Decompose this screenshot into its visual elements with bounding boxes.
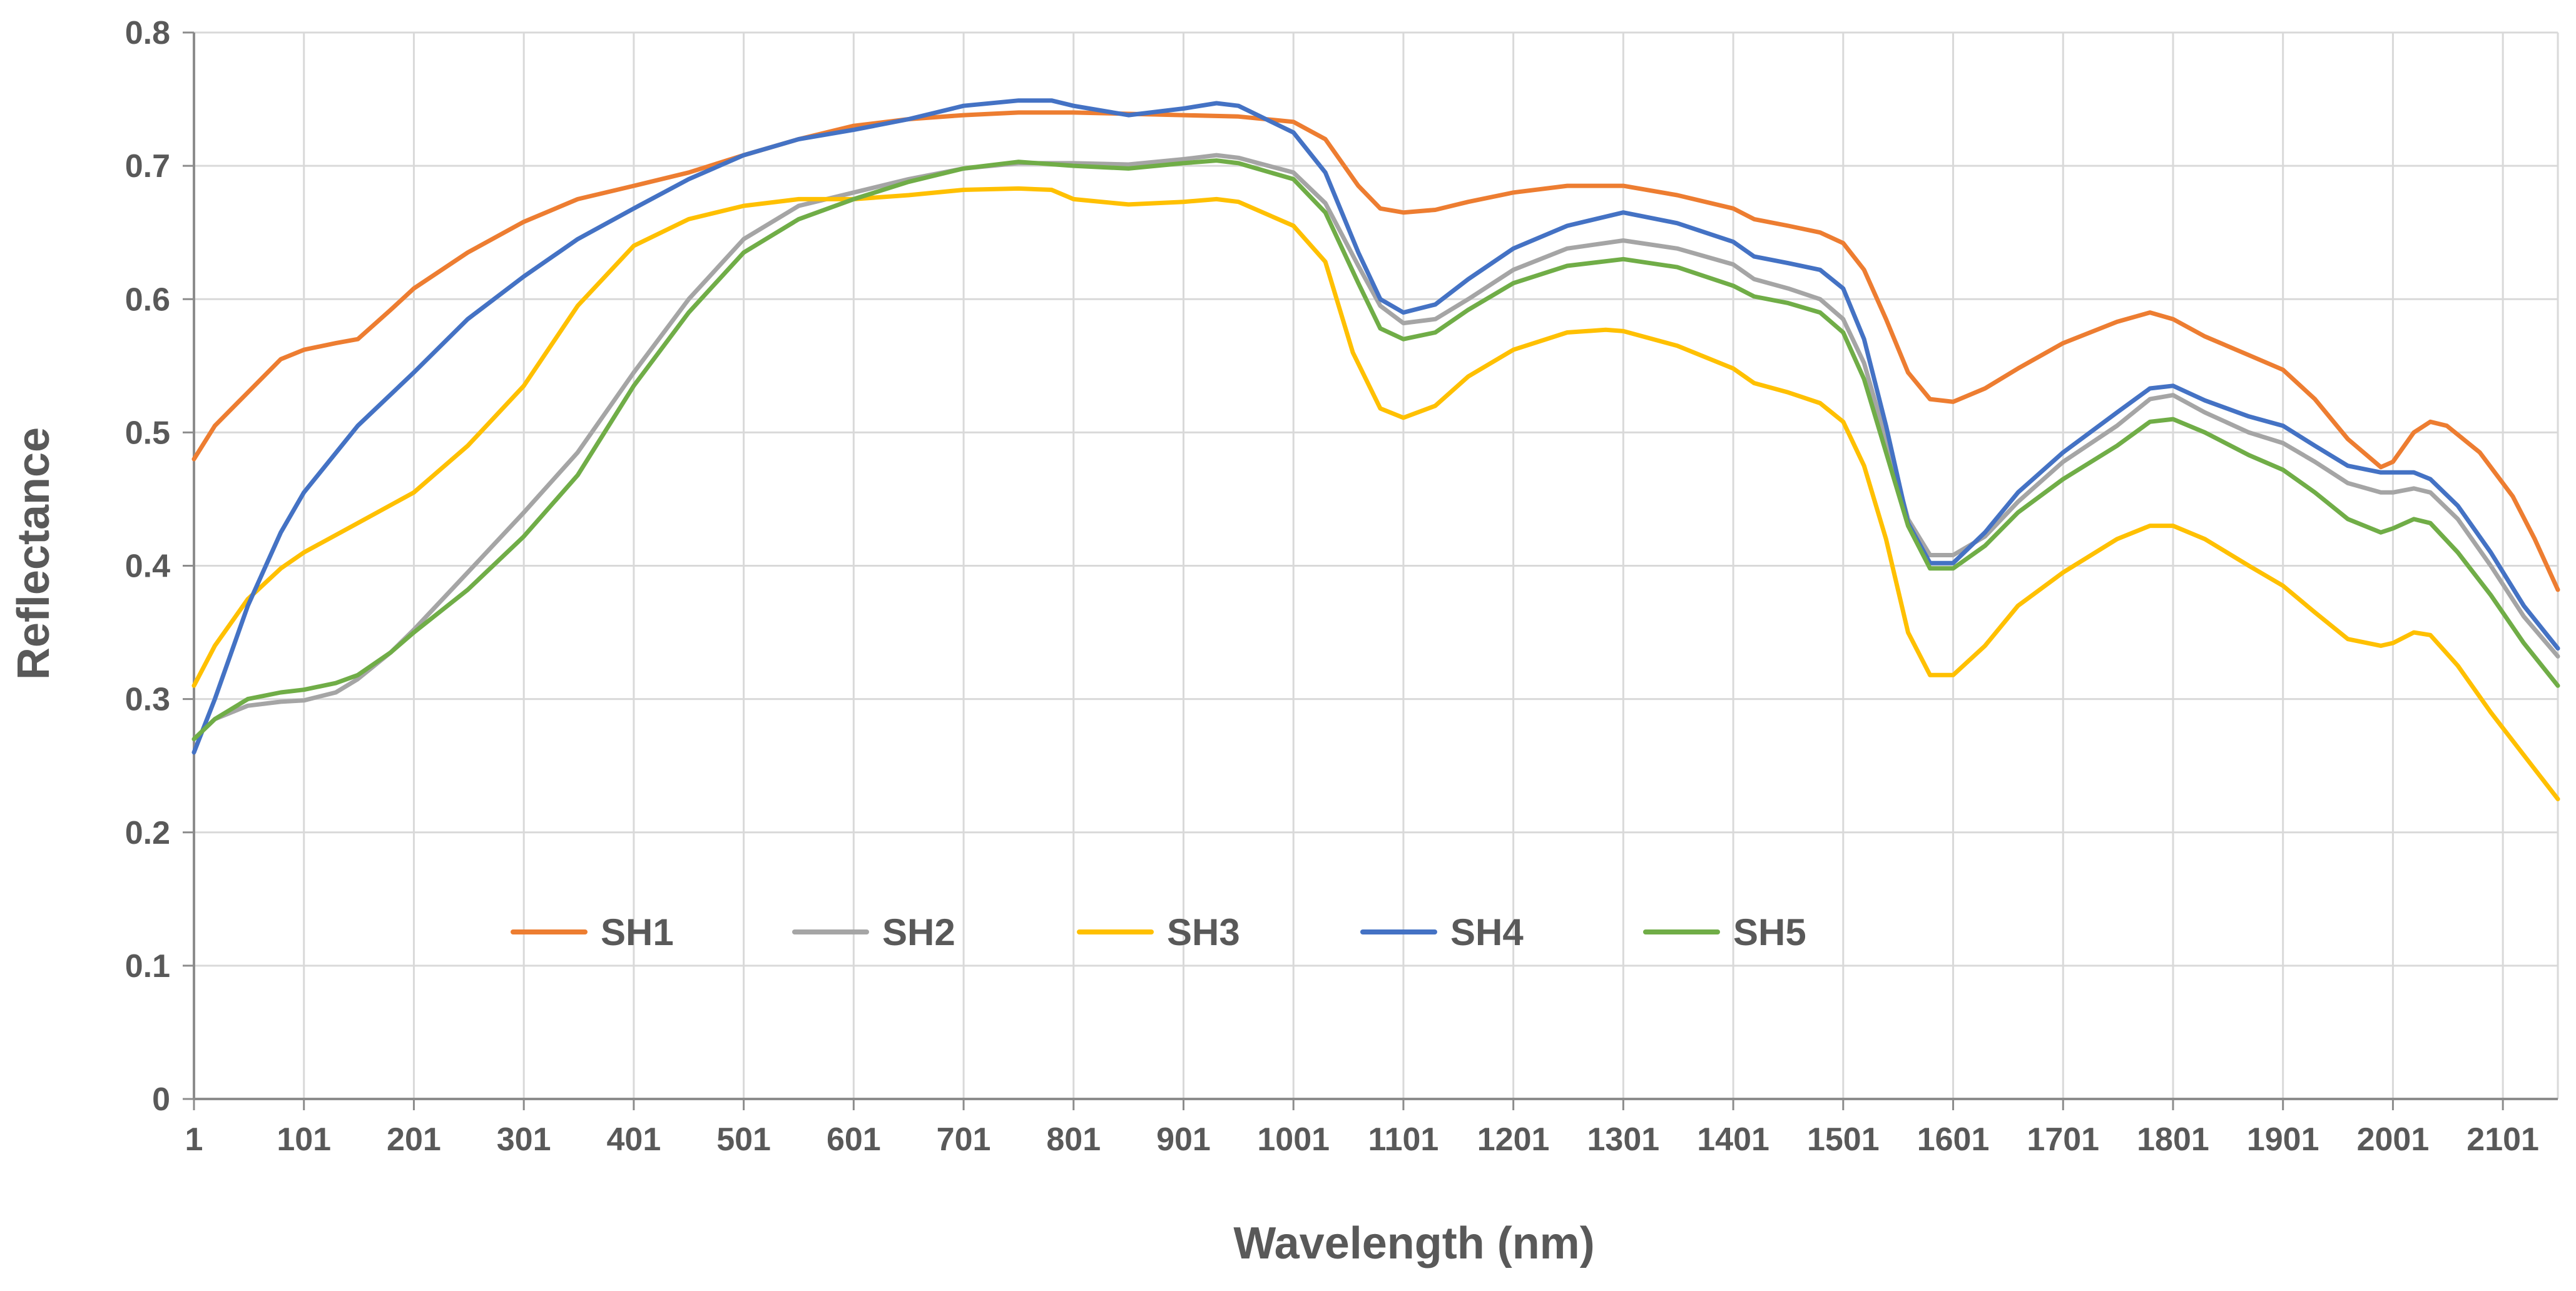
x-tick-label: 601	[827, 1121, 881, 1158]
y-tick-label: 0.1	[125, 948, 170, 985]
legend-label: SH4	[1450, 911, 1524, 953]
legend-item-sh2: SH2	[792, 911, 955, 953]
legend-label: SH1	[601, 911, 674, 953]
series-line-sh4	[191, 98, 2560, 755]
legend-item-sh1: SH1	[511, 911, 674, 953]
x-tick-label: 801	[1046, 1121, 1101, 1158]
x-tick-label: 2001	[2357, 1121, 2430, 1158]
x-tick-label: 1101	[1368, 1121, 1439, 1158]
legend-item-sh4: SH4	[1360, 911, 1524, 953]
series-lines	[191, 98, 2560, 801]
x-tick-label: 1501	[1807, 1121, 1880, 1158]
x-tick-label: 301	[497, 1121, 551, 1158]
y-tick-label: 0.2	[125, 815, 170, 851]
legend: SH1 SH2 SH3 SH4 SH5	[511, 911, 1806, 953]
y-tick-label: 0.4	[125, 549, 170, 585]
x-tick-label: 1201	[1477, 1121, 1550, 1158]
series-line-sh2	[191, 153, 2560, 742]
legend-item-sh5: SH5	[1643, 911, 1806, 953]
x-tick-label: 2101	[2467, 1121, 2539, 1158]
x-tick-label: 401	[607, 1121, 661, 1158]
x-axis-title: Wavelength (nm)	[1233, 1218, 1594, 1268]
x-tick-label: 201	[387, 1121, 441, 1158]
x-tick-label: 1401	[1697, 1121, 1769, 1158]
x-tick-label: 1801	[2137, 1121, 2209, 1158]
series-line-sh1	[191, 110, 2560, 592]
axes	[183, 31, 2558, 1110]
legend-item-sh3: SH3	[1077, 911, 1240, 953]
x-tick-label: 701	[937, 1121, 991, 1158]
x-tick-label: 1001	[1257, 1121, 1330, 1158]
x-tick-label: 501	[716, 1121, 771, 1158]
series-line-sh3	[191, 186, 2560, 801]
y-tick-label: 0.8	[125, 15, 170, 51]
legend-label: SH3	[1167, 911, 1240, 953]
x-tick-label: 1	[185, 1121, 203, 1158]
y-tick-label: 0.6	[125, 281, 170, 318]
x-tick-label: 1601	[1917, 1121, 1990, 1158]
grid-lines	[193, 31, 2559, 1100]
y-tick-label: 0.7	[125, 148, 170, 185]
series-line-sh5	[191, 158, 2560, 742]
y-tick-label: 0.3	[125, 682, 170, 718]
y-axis-title: Reflectance	[9, 427, 59, 680]
tick-labels: 1 101 201 301 401 501 601 701 801 901 1001 1101 1201…	[125, 15, 2539, 1158]
x-tick-label: 1301	[1587, 1121, 1660, 1158]
x-tick-label: 1701	[2027, 1121, 2099, 1158]
x-tick-label: 101	[277, 1121, 331, 1158]
y-tick-label: 0	[152, 1081, 170, 1118]
legend-label: SH5	[1733, 911, 1806, 953]
y-tick-label: 0.5	[125, 415, 170, 451]
x-tick-label: 1901	[2247, 1121, 2319, 1158]
x-tick-label: 901	[1156, 1121, 1211, 1158]
legend-label: SH2	[882, 911, 955, 953]
